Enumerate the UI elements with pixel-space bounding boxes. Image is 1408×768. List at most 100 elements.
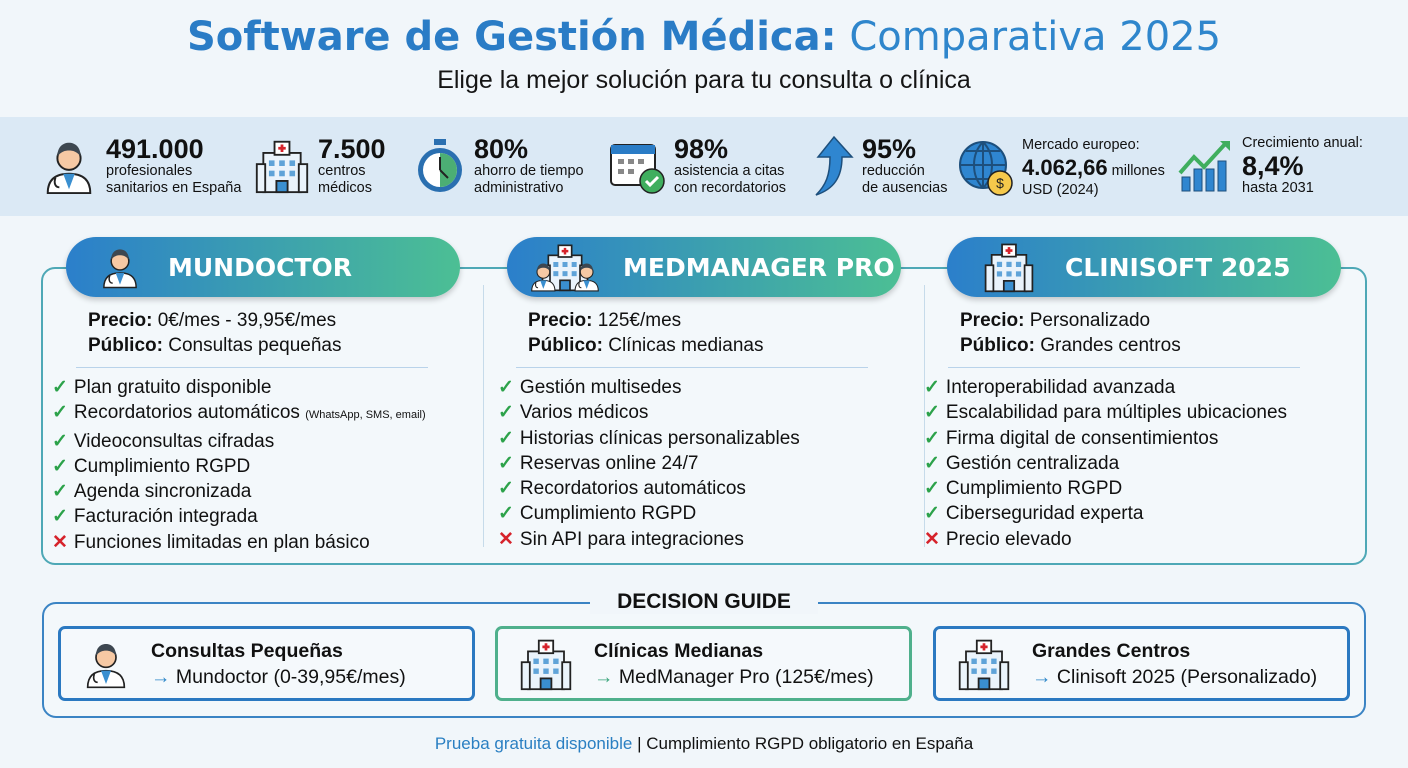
globe-coin-icon: $	[959, 141, 1013, 196]
guide-recommendation: MedManager Pro (125€/mes)	[618, 665, 874, 688]
check-icon: ✓	[52, 430, 68, 452]
stat-absences: 95% reducción de ausencias	[808, 135, 947, 197]
guide-medium: Clínicas Medianas → MedManager Pro (125€/…	[495, 626, 912, 701]
feature-text: Plan gratuito disponible	[73, 377, 272, 398]
arrow-up-icon	[815, 135, 854, 196]
divider	[76, 367, 428, 368]
growth-chart-icon	[1178, 141, 1230, 192]
decision-guide-title: DECISION GUIDE	[590, 590, 818, 614]
product-name: CLINISOFT 2025	[1065, 252, 1291, 282]
stat-value: 7.500	[318, 134, 386, 164]
price: Precio: 0€/mes - 39,95€/mes	[88, 308, 476, 333]
feature-item: ✓ Firma digital de consentimientos	[924, 426, 1348, 451]
guide-small: Consultas Pequeñas → Mundoctor (0-39,95€/…	[58, 626, 475, 701]
feature-text: Videoconsultas cifradas	[73, 430, 275, 452]
feature-text: Gestión multisedes	[519, 377, 682, 398]
product-name: MUNDOCTOR	[168, 252, 353, 282]
feature-item: ✓ Historias clínicas personalizables	[498, 426, 916, 451]
guide-title: Consultas Pequeñas	[151, 639, 343, 662]
arrow-right-icon: →	[151, 665, 171, 688]
feature-item: ✕ Sin API para integraciones	[498, 527, 916, 552]
audience-label: Público:	[528, 335, 603, 356]
feature-text: Funciones limitadas en plan básico	[73, 531, 370, 553]
feature-item: ✓ Plan gratuito disponible	[52, 375, 476, 400]
feature-text: Escalabilidad para múltiples ubicaciones	[945, 402, 1288, 424]
stat-label: de ausencias	[862, 180, 948, 196]
arrow-right-icon: →	[594, 665, 614, 688]
product-header-medmanager: MEDMANAGER PRO	[507, 237, 901, 297]
check-icon: ✓	[498, 503, 514, 525]
divider	[516, 367, 868, 368]
feature-item: ✓ Cumplimiento RGPD	[52, 454, 476, 479]
feature-text: Interoperabilidad avanzada	[945, 377, 1176, 398]
price-value: 125€/mes	[592, 310, 682, 331]
stat-label: asistencia a citas	[674, 163, 785, 179]
stat-label: con recordatorios	[674, 180, 787, 196]
check-icon: ✓	[924, 402, 940, 424]
footer-accent: Prueba gratuita disponible	[434, 734, 633, 753]
feature-item: ✓ Gestión multisedes	[498, 375, 916, 400]
feature-item: ✓ Cumplimiento RGPD	[924, 476, 1348, 501]
price-label: Precio:	[528, 310, 593, 331]
stat-unit: millones	[1107, 163, 1165, 179]
feature-text: Historias clínicas personalizables	[519, 427, 800, 449]
stat-label: Mercado europeo:	[1022, 137, 1140, 153]
stat-value: 80%	[474, 134, 529, 164]
calendar-check-icon	[610, 144, 665, 194]
feature-item: ✓ Ciberseguridad experta	[924, 501, 1348, 526]
stat-value: 4.062,66	[1022, 155, 1108, 180]
feature-item: ✕ Funciones limitadas en plan básico	[52, 530, 476, 555]
check-icon: ✓	[52, 506, 68, 528]
title-bold: Software de Gestión Médica:	[186, 14, 837, 60]
page-title: Software de Gestión Médica: Comparativa …	[0, 14, 1408, 60]
divider	[924, 285, 925, 547]
stat-label: reducción	[862, 163, 925, 179]
stat-label: administrativo	[474, 180, 564, 196]
product-column: Precio: Personalizado Público: Grandes ce…	[924, 308, 1348, 552]
title-light: Comparativa 2025	[849, 14, 1222, 60]
feature-item: ✓ Varios médicos	[498, 400, 916, 425]
guide-large: Grandes Centros → Clinisoft 2025 (Persona…	[933, 626, 1350, 701]
divider	[483, 285, 484, 547]
audience: Público: Clínicas medianas	[528, 333, 916, 358]
stat-professionals: 491.000 profesionales sanitarios en España	[40, 135, 241, 197]
check-icon: ✓	[498, 452, 514, 474]
guide-recommendation: Clinisoft 2025 (Personalizado)	[1056, 665, 1318, 688]
check-icon: ✓	[52, 377, 68, 398]
check-icon: ✓	[498, 402, 514, 424]
guide-title: Grandes Centros	[1032, 639, 1191, 662]
page-subtitle: Elige la mejor solución para tu consulta…	[437, 66, 971, 94]
stat-time-saving: 80% ahorro de tiempo administrativo	[414, 135, 584, 197]
feature-text: Gestión centralizada	[945, 452, 1120, 474]
doctor-icon	[81, 637, 131, 691]
check-icon: ✓	[498, 427, 514, 449]
hospital-icon	[956, 637, 1012, 691]
feature-item: ✓ Recordatorios automáticos	[498, 476, 916, 501]
cross-icon: ✕	[498, 528, 514, 550]
feature-text: Cumplimiento RGPD	[73, 455, 251, 477]
hospital-icon	[518, 637, 574, 691]
doctor-icon	[40, 137, 98, 195]
svg-text:$: $	[996, 175, 1004, 191]
divider	[948, 367, 1300, 368]
feature-text: Varios médicos	[519, 402, 649, 424]
stat-centers: 7.500 centros médicos	[254, 135, 386, 197]
feature-item: ✓ Recordatorios automáticos (WhatsApp, SM…	[52, 400, 476, 428]
stat-value: 491.000	[106, 134, 204, 164]
stat-value: 8,4%	[1242, 151, 1304, 181]
product-header-mundoctor: MUNDOCTOR	[66, 237, 460, 297]
check-icon: ✓	[498, 377, 514, 398]
stats-bar: 491.000 profesionales sanitarios en España…	[0, 117, 1408, 216]
feature-item: ✕ Precio elevado	[924, 527, 1348, 552]
hospital-doctors-icon	[531, 244, 599, 292]
footer-text: | Cumplimiento RGPD obligatorio en Españ…	[632, 734, 974, 753]
feature-note: (WhatsApp, SMS, email)	[305, 409, 426, 422]
stat-attendance: 98% asistencia a citas con recordatorios	[608, 135, 786, 197]
stat-label: sanitarios en España	[106, 180, 242, 196]
feature-text: Precio elevado	[945, 528, 1072, 550]
check-icon: ✓	[924, 377, 940, 398]
hospital-icon	[254, 138, 310, 194]
audience-value: Consultas pequeñas	[162, 335, 342, 356]
feature-item: ✓ Agenda sincronizada	[52, 479, 476, 504]
audience: Público: Consultas pequeñas	[88, 333, 476, 358]
